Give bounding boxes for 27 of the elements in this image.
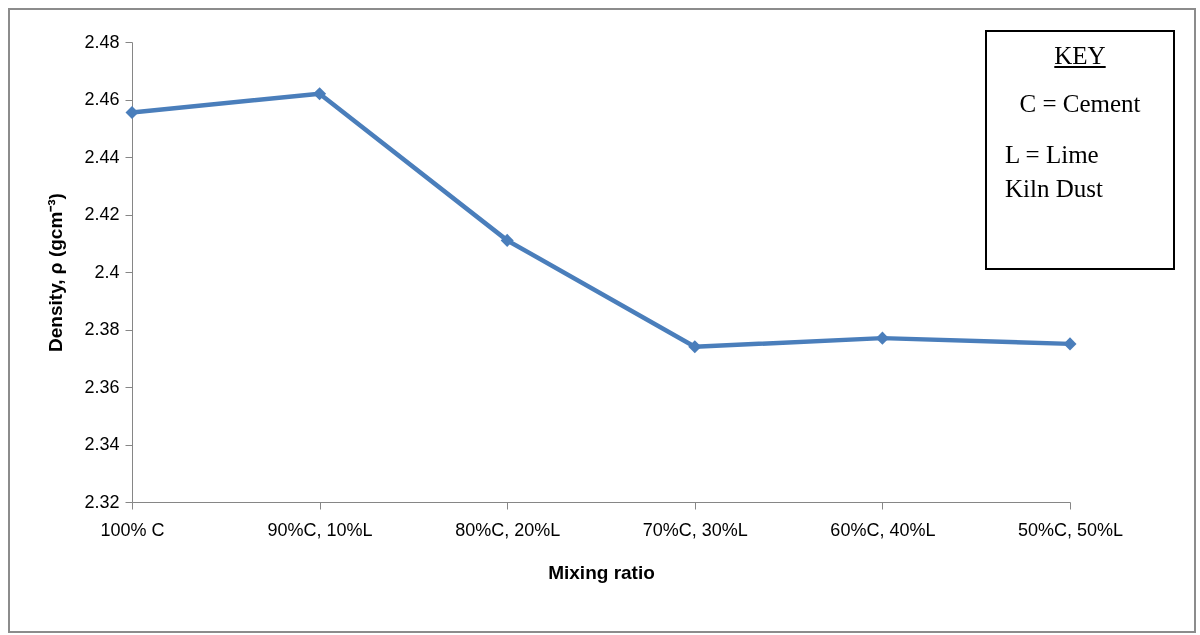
y-tick-label: 2.38	[84, 319, 120, 339]
x-tick-label: 80%C, 20%L	[455, 519, 561, 540]
y-tick-label: 2.34	[84, 434, 120, 454]
point	[125, 105, 139, 119]
y-tick-label: 2.4	[94, 261, 120, 282]
y-tick-label: 2.44	[84, 146, 120, 167]
point	[875, 331, 889, 345]
y-tick-label: 2.42	[84, 204, 120, 224]
y-tick-label: 2.46	[84, 89, 120, 109]
y-axis-title: Density, ρ (gcm⁻³)	[45, 193, 67, 352]
x-tick-label: 50%C, 50%L	[1017, 519, 1124, 540]
point	[688, 340, 702, 354]
annotation: L = Lime Kiln Dust	[1005, 140, 1104, 204]
key-box: KEY C = Cement L = Lime Kiln Dust	[985, 30, 1175, 270]
y-tick-label: 2.48	[84, 31, 120, 52]
y-tick-label: 2.36	[84, 376, 120, 397]
annotation: KEY	[1053, 42, 1107, 70]
x-tick-label: 100% C	[100, 519, 165, 540]
annotation: C = Cement	[1018, 90, 1142, 118]
y-tick-label: 2.32	[84, 491, 120, 512]
x-tick-label: 60%C, 40%L	[830, 519, 936, 540]
x-tick-label: 70%C, 30%L	[642, 519, 748, 540]
point	[1063, 337, 1077, 351]
point	[500, 233, 514, 247]
point	[313, 87, 327, 101]
x-axis-title: Mixing ratio	[548, 561, 655, 583]
x-tick-label: 90%C, 10%L	[267, 519, 373, 540]
